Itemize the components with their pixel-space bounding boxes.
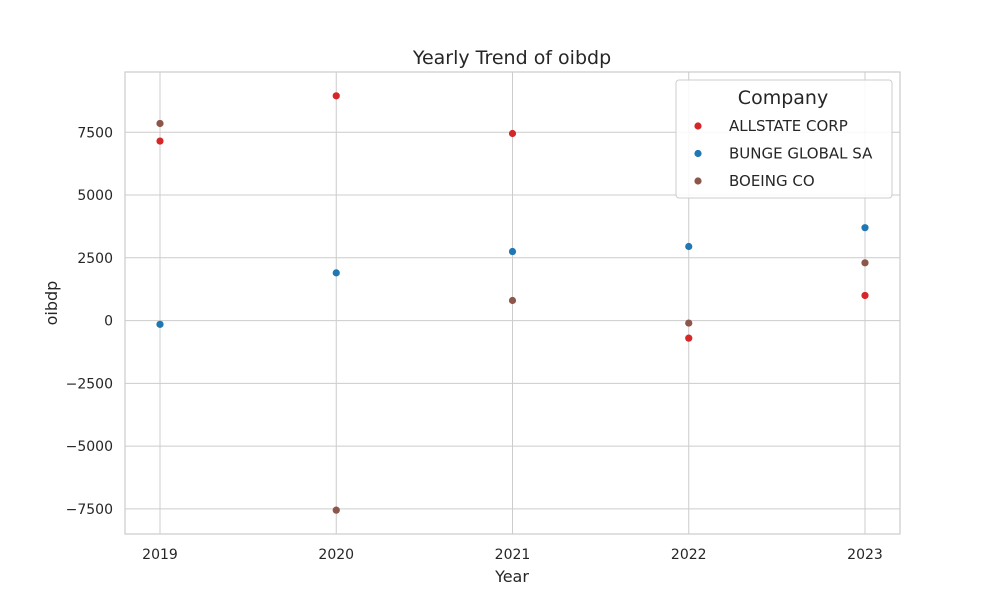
legend-title: Company [738,87,828,109]
data-point-boeing-co [685,319,693,327]
data-point-bunge-global-sa [508,247,517,256]
legend-box [675,79,893,199]
plot-frame [124,71,901,535]
data-point-allstate-corp [861,291,869,300]
y-tick-label: −5000 [66,439,113,455]
legend: Company ALLSTATE CORP BUNGE GLOBAL SA BOEI… [675,79,893,199]
x-axis-label: Year [494,567,529,586]
data-point-boeing-co [332,506,340,514]
legend-label-allstate-corp: ALLSTATE CORP [729,117,848,135]
legend-marker-bunge-global-sa [694,149,702,158]
data-point-bunge-global-sa [861,224,869,232]
data-point-allstate-corp [332,92,340,100]
x-tick-label: 2023 [847,547,883,563]
tick-layer: −7500 −5000 −2500 0 2500 5000 7500 2019 2020 2021… [66,125,883,563]
data-point-bunge-global-sa [685,242,693,251]
y-tick-label: −7500 [66,502,113,518]
data-point-boeing-co [156,119,164,128]
x-tick-label: 2021 [495,547,531,563]
legend-items: ALLSTATE CORP BUNGE GLOBAL SA BOEING CO [694,117,873,190]
y-tick-label: −2500 [66,376,113,392]
data-point-allstate-corp [685,334,693,342]
point-layer [156,92,869,514]
data-point-bunge-global-sa [156,320,164,328]
y-axis-label: oibdp [42,281,61,326]
x-tick-label: 2022 [671,547,707,563]
x-tick-label: 2020 [318,547,354,563]
legend-label-boeing-co: BOEING CO [729,172,815,190]
y-tick-label: 2500 [77,251,113,267]
y-tick-label: 0 [104,314,113,330]
data-point-boeing-co [861,259,869,267]
legend-marker-boeing-co [694,177,702,185]
legend-label-bunge-global-sa: BUNGE GLOBAL SA [729,145,873,163]
chart-title: Yearly Trend of oibdp [412,47,611,69]
x-tick-label: 2019 [142,547,178,563]
data-point-allstate-corp [156,137,164,145]
y-tick-label: 5000 [77,188,113,204]
legend-marker-allstate-corp [694,122,702,130]
data-point-boeing-co [508,296,517,305]
data-point-bunge-global-sa [332,269,340,277]
data-point-allstate-corp [508,129,517,138]
y-tick-label: 7500 [77,125,113,141]
